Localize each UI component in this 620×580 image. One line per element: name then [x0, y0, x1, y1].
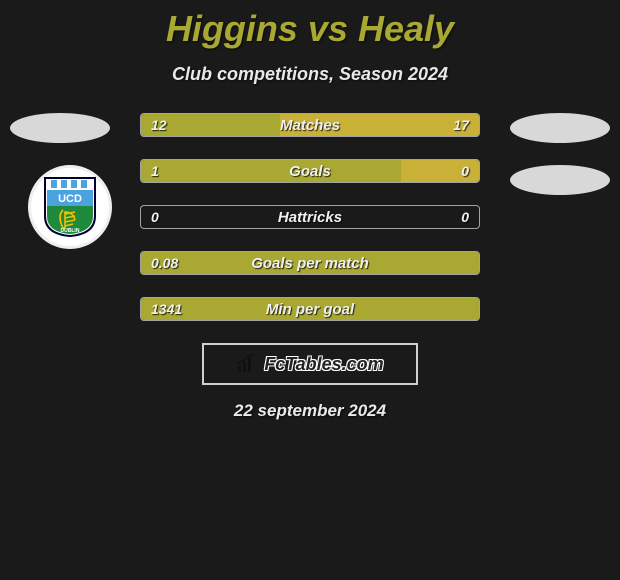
player-right-avatar-1: [510, 113, 610, 143]
stat-bar-label: Goals: [141, 160, 479, 182]
stat-bar: 0.08Goals per match: [140, 251, 480, 275]
stat-bar-label: Matches: [141, 114, 479, 136]
club-badge: UCD DUBLIN: [28, 165, 112, 249]
snapshot-date: 22 september 2024: [0, 401, 620, 421]
stat-bar: 00Hattricks: [140, 205, 480, 229]
stat-bar-label: Min per goal: [141, 298, 479, 320]
brand-text: FcTables.com: [264, 354, 383, 375]
stat-bars: 1217Matches 10Goals 00Hattricks 0.08Goals p…: [140, 113, 480, 321]
svg-text:DUBLIN: DUBLIN: [61, 228, 80, 234]
svg-text:UCD: UCD: [58, 193, 82, 205]
stat-bar-label: Goals per match: [141, 252, 479, 274]
stat-bar: 1341Min per goal: [140, 297, 480, 321]
ucd-shield-icon: UCD DUBLIN: [43, 176, 97, 238]
player-left-avatar: [10, 113, 110, 143]
stat-bar: 1217Matches: [140, 113, 480, 137]
chart-icon: [236, 354, 258, 374]
stat-bar: 10Goals: [140, 159, 480, 183]
brand-box[interactable]: FcTables.com: [202, 343, 418, 385]
player-right-avatar-2: [510, 165, 610, 195]
comparison-content: UCD DUBLIN 1217Matches 10Goals 00Hattricks…: [0, 113, 620, 421]
page-subtitle: Club competitions, Season 2024: [0, 64, 620, 85]
stat-bar-label: Hattricks: [141, 206, 479, 228]
page-title: Higgins vs Healy: [0, 0, 620, 50]
